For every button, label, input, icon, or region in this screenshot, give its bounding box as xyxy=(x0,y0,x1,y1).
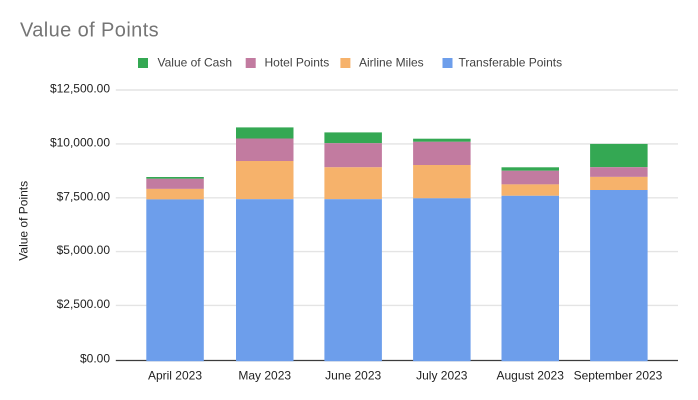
svg-text:June 2023: June 2023 xyxy=(325,369,381,383)
svg-text:Value of Points: Value of Points xyxy=(16,181,30,261)
svg-text:Transferable Points: Transferable Points xyxy=(459,56,563,70)
svg-text:August 2023: August 2023 xyxy=(497,369,565,383)
svg-text:Airline Miles: Airline Miles xyxy=(359,56,424,70)
svg-text:$2,500.00: $2,500.00 xyxy=(57,297,111,311)
svg-text:April 2023: April 2023 xyxy=(148,369,202,383)
svg-text:$7,500.00: $7,500.00 xyxy=(57,189,111,203)
svg-text:$10,000.00: $10,000.00 xyxy=(50,136,110,150)
svg-text:$12,500.00: $12,500.00 xyxy=(50,82,110,96)
svg-text:Value of Cash: Value of Cash xyxy=(158,56,233,70)
svg-text:September 2023: September 2023 xyxy=(574,369,663,383)
svg-text:$5,000.00: $5,000.00 xyxy=(57,243,111,257)
svg-text:May 2023: May 2023 xyxy=(238,369,291,383)
svg-text:Hotel Points: Hotel Points xyxy=(265,56,330,70)
svg-text:July 2023: July 2023 xyxy=(416,369,468,383)
svg-text:Value of Points: Value of Points xyxy=(20,20,159,42)
svg-text:$0.00: $0.00 xyxy=(80,352,110,366)
